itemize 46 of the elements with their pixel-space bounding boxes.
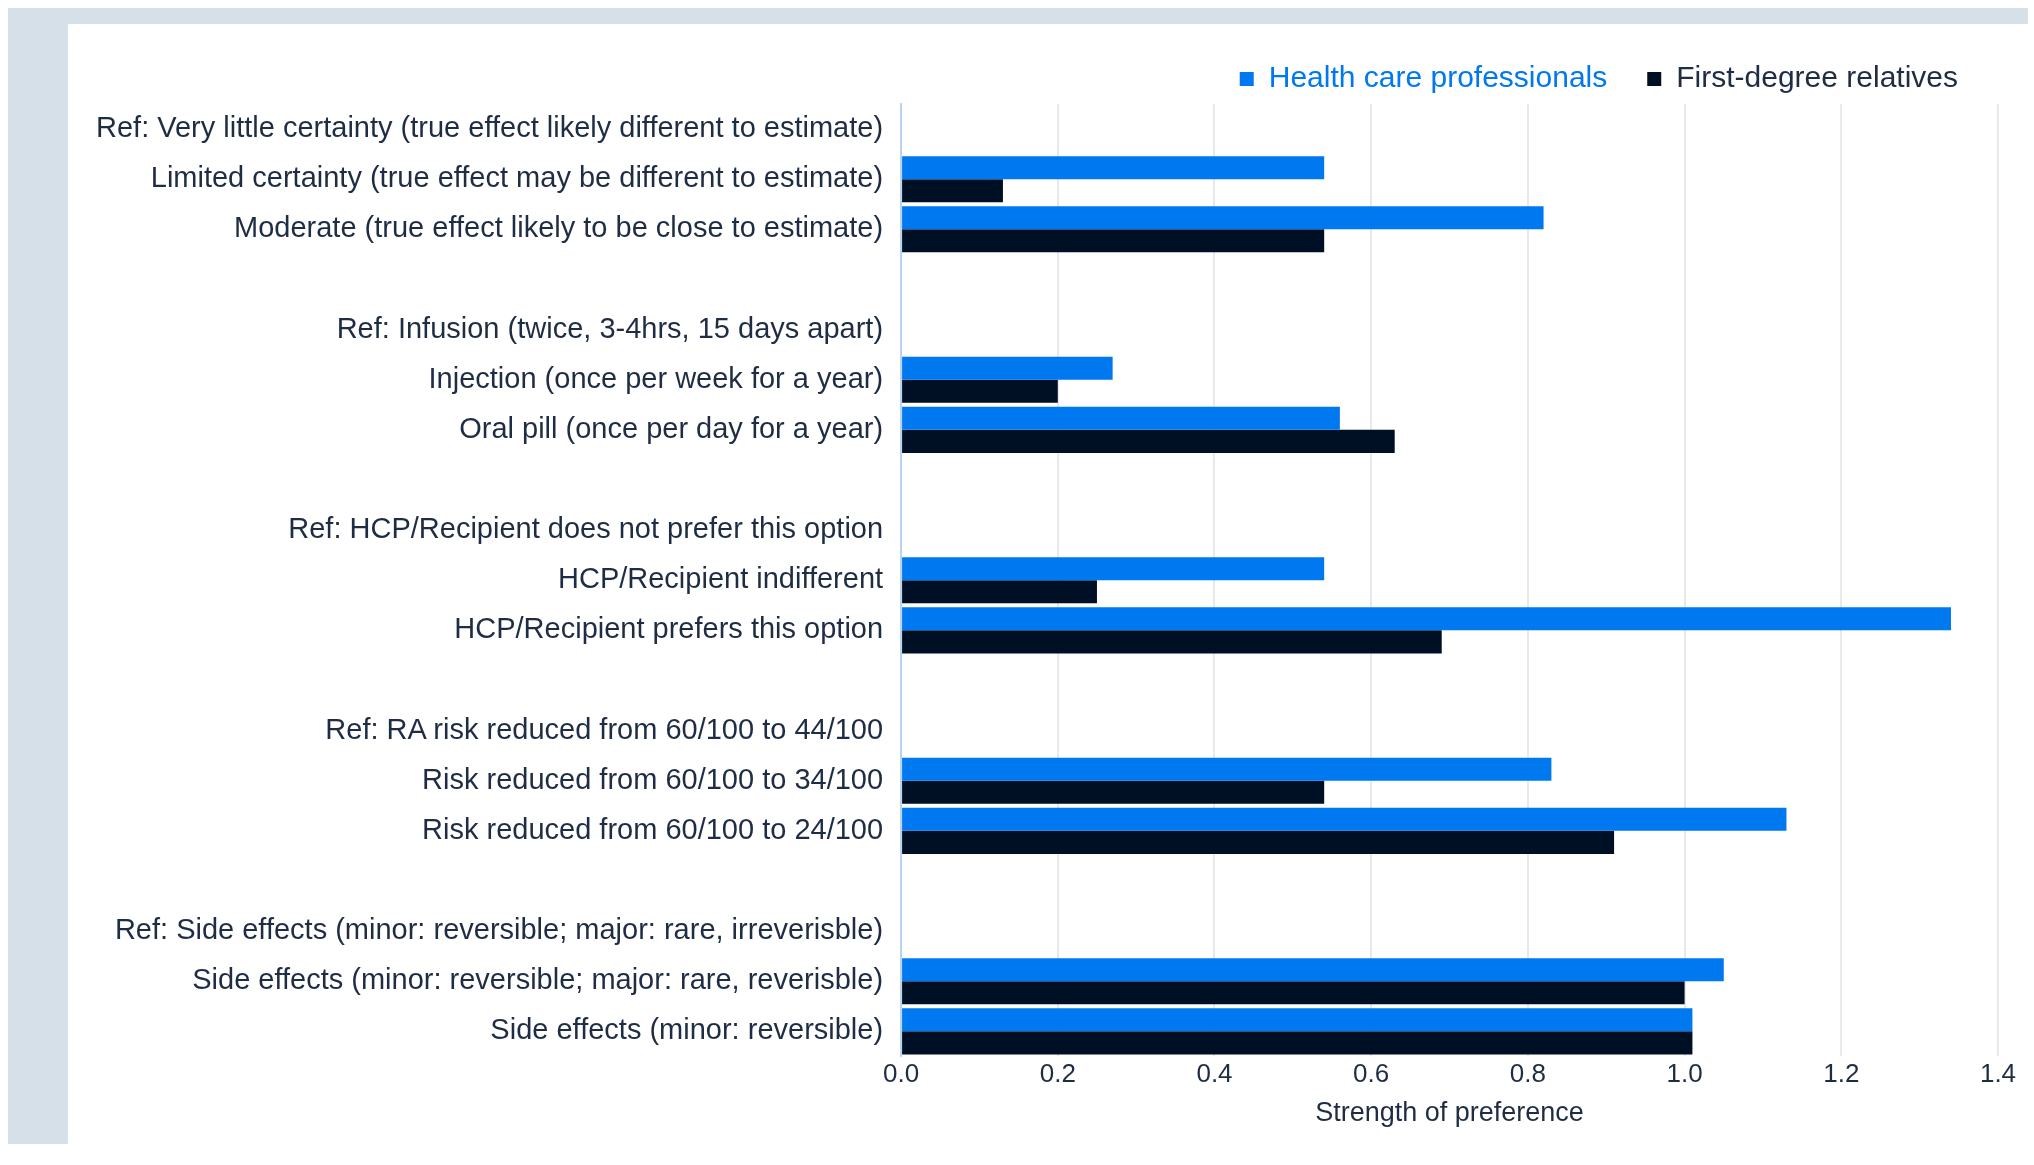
y-tick-label: Limited certainty (true effect may be different to estimate): [150, 161, 884, 194]
bar: [902, 557, 1325, 581]
bar: [902, 206, 1544, 230]
x-tick-label: 0.4: [1196, 1058, 1233, 1089]
bar: [902, 580, 1097, 604]
x-tick-label: 0.8: [1509, 1058, 1546, 1089]
bar: [902, 1008, 1693, 1032]
bar: [902, 406, 1340, 430]
y-tick-label: Risk reduced from 60/100 to 24/100: [422, 812, 884, 845]
y-tick-label: Oral pill (once per day for a year): [459, 411, 884, 444]
y-tick-label: Moderate (true effect likely to be close to estimate): [234, 211, 884, 244]
bar: [902, 630, 1442, 654]
bar: [902, 379, 1058, 403]
bar: [902, 179, 1003, 203]
x-tick-label: 1.0: [1666, 1058, 1703, 1089]
bar: [902, 429, 1395, 453]
bar: [902, 356, 1113, 380]
bar: [902, 958, 1724, 982]
bar: [902, 807, 1787, 831]
x-tick-label: 1.4: [1979, 1058, 2017, 1089]
y-tick-label: Ref: RA risk reduced from 60/100 to 44/100: [325, 712, 884, 745]
bar: [902, 1031, 1693, 1055]
bar: [902, 830, 1615, 854]
y-tick-label: Ref: Infusion (twice, 3-4hrs, 15 days apart): [336, 311, 884, 344]
x-tick-label: 0.2: [1039, 1058, 1076, 1089]
y-tick-label: HCP/Recipient indifferent: [558, 562, 884, 595]
legend-label: Health care professionals: [1268, 60, 1608, 94]
y-tick-label: Side effects (minor: reversible; major: rare, reverisble): [192, 963, 884, 996]
y-tick-label: HCP/Recipient prefers this option: [454, 612, 884, 645]
y-tick-label: Ref: HCP/Recipient does not prefer this option: [288, 512, 884, 545]
bar: [902, 780, 1325, 804]
x-axis-title: Strength of preference: [1315, 1097, 1584, 1128]
y-tick-label: Injection (once per week for a year): [428, 361, 884, 394]
bar: [902, 156, 1325, 180]
x-tick-label: 0.0: [883, 1058, 920, 1089]
y-tick-label: Side effects (minor: reversible): [490, 1013, 884, 1046]
bar: [902, 229, 1325, 253]
legend-label: First-degree relatives: [1676, 60, 1958, 94]
y-tick-label: Risk reduced from 60/100 to 34/100: [422, 762, 884, 795]
x-tick-label: 0.6: [1353, 1058, 1390, 1089]
bar: [902, 607, 1951, 631]
y-tick-label: Ref: Side effects (minor: reversible; major: rare, irreverisble): [114, 913, 884, 946]
x-tick-label: 1.2: [1823, 1058, 1860, 1089]
bar: [902, 757, 1552, 781]
y-tick-label: Ref: Very little certainty (true effect likely different to estimate): [96, 111, 884, 144]
bar: [902, 981, 1685, 1005]
